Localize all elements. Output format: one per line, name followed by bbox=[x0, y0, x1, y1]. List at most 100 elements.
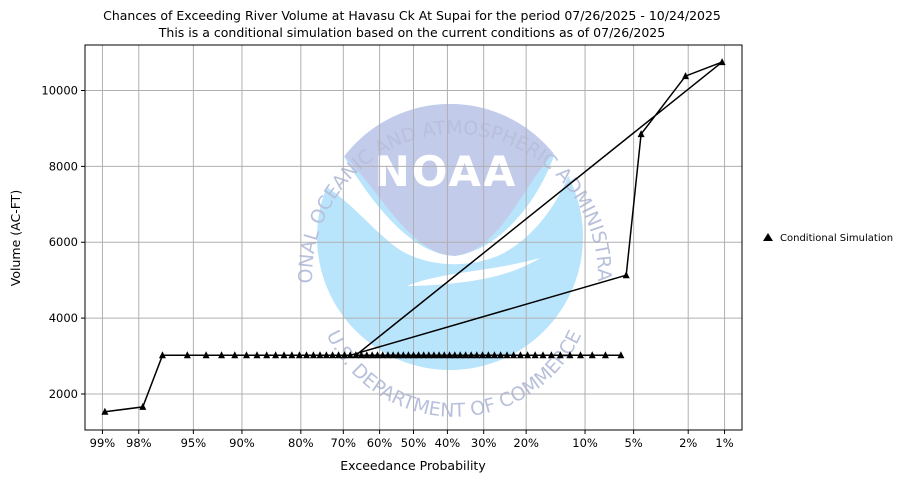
data-point bbox=[243, 351, 251, 359]
data-point bbox=[379, 351, 387, 359]
data-point bbox=[272, 351, 280, 359]
data-point bbox=[329, 351, 337, 359]
data-point bbox=[556, 351, 564, 359]
data-point bbox=[303, 351, 311, 359]
logo-bird-gap bbox=[317, 150, 583, 265]
data-point bbox=[295, 351, 303, 359]
legend-label: Conditional Simulation bbox=[780, 233, 893, 244]
data-point bbox=[524, 351, 532, 359]
data-point bbox=[253, 351, 261, 359]
x-tick-label: 5% bbox=[624, 436, 642, 450]
data-point bbox=[490, 351, 498, 359]
series-layer bbox=[101, 58, 726, 415]
data-point bbox=[456, 351, 464, 359]
data-point bbox=[588, 351, 596, 359]
data-point bbox=[467, 351, 475, 359]
logo-wordmark: NOAA bbox=[375, 147, 518, 196]
x-tick-label: 10% bbox=[572, 436, 598, 450]
data-point bbox=[547, 351, 555, 359]
x-tick-label: 30% bbox=[471, 436, 497, 450]
grid-lines bbox=[85, 45, 742, 430]
y-axis-label: Volume (AC-FT) bbox=[8, 190, 23, 286]
x-tick-label: 20% bbox=[513, 436, 539, 450]
data-point bbox=[410, 351, 417, 359]
data-point bbox=[139, 402, 147, 410]
logo-bird-upper bbox=[317, 104, 583, 256]
y-tick-label: 6000 bbox=[49, 235, 78, 249]
data-point bbox=[637, 130, 645, 138]
x-tick-label: 90% bbox=[229, 436, 255, 450]
data-point bbox=[399, 351, 407, 359]
data-point bbox=[425, 351, 433, 359]
data-point bbox=[446, 351, 454, 359]
data-point bbox=[430, 351, 438, 359]
data-point bbox=[363, 351, 371, 359]
data-point bbox=[451, 351, 459, 359]
data-point bbox=[718, 58, 726, 66]
data-point bbox=[183, 351, 191, 359]
y-tick-label: 4000 bbox=[49, 311, 78, 325]
data-point bbox=[352, 351, 360, 359]
chart-subtitle: This is a conditional simulation based o… bbox=[158, 25, 665, 40]
legend: Conditional Simulation bbox=[763, 233, 893, 244]
x-tick-label: 2% bbox=[679, 436, 697, 450]
data-point bbox=[510, 351, 518, 359]
x-axis-label: Exceedance Probability bbox=[340, 458, 486, 473]
data-point bbox=[202, 351, 210, 359]
data-point bbox=[601, 351, 609, 359]
data-point bbox=[576, 351, 584, 359]
data-point bbox=[158, 351, 166, 359]
data-point bbox=[479, 351, 487, 359]
data-point bbox=[389, 351, 397, 359]
x-tick-label: 1% bbox=[715, 436, 733, 450]
data-point bbox=[263, 351, 271, 359]
noaa-logo-watermark: NOAA NATIONAL OCEANIC AND ATMOSPHERIC AD… bbox=[0, 0, 615, 422]
x-tick-label: 40% bbox=[435, 436, 461, 450]
data-point bbox=[539, 351, 547, 359]
x-tick-label: 50% bbox=[401, 436, 427, 450]
data-point bbox=[322, 351, 330, 359]
data-point bbox=[309, 351, 317, 359]
x-tick-label: 95% bbox=[181, 436, 207, 450]
logo-wave bbox=[407, 258, 540, 286]
data-point bbox=[231, 351, 239, 359]
data-point bbox=[497, 351, 505, 359]
x-tick-label: 98% bbox=[126, 436, 152, 450]
data-point bbox=[335, 351, 343, 359]
y-tick-label: 10000 bbox=[41, 84, 78, 98]
data-point bbox=[622, 271, 630, 279]
data-point bbox=[373, 351, 381, 359]
x-axis: 99% 98% 95% 90% 80% 70% 60% 50% 40% 30% 20% 10% 5% 2%… bbox=[90, 430, 734, 450]
data-point bbox=[435, 351, 443, 359]
data-point bbox=[394, 351, 402, 359]
data-point bbox=[484, 351, 492, 359]
data-point bbox=[516, 351, 524, 359]
data-point bbox=[440, 351, 448, 359]
data-point bbox=[368, 351, 376, 359]
x-tick-label: 60% bbox=[367, 436, 393, 450]
data-point bbox=[462, 351, 470, 359]
y-tick-label: 2000 bbox=[49, 387, 78, 401]
data-point bbox=[340, 351, 348, 359]
chart-title: Chances of Exceeding River Volume at Hav… bbox=[103, 8, 721, 23]
data-point bbox=[473, 351, 481, 359]
data-point bbox=[420, 351, 428, 359]
data-point bbox=[357, 351, 365, 359]
data-point bbox=[288, 351, 296, 359]
x-tick-label: 70% bbox=[331, 436, 357, 450]
legend-marker bbox=[763, 233, 773, 241]
data-point bbox=[404, 351, 412, 359]
data-point bbox=[346, 351, 354, 359]
data-point bbox=[316, 351, 324, 359]
data-point bbox=[218, 351, 226, 359]
data-point bbox=[280, 351, 288, 359]
data-point bbox=[415, 351, 423, 359]
x-tick-label: 99% bbox=[90, 436, 116, 450]
data-point bbox=[384, 351, 392, 359]
data-point bbox=[531, 351, 539, 359]
data-point bbox=[101, 407, 109, 415]
y-tick-label: 8000 bbox=[49, 159, 78, 173]
data-point bbox=[566, 351, 574, 359]
x-tick-label: 80% bbox=[288, 436, 314, 450]
